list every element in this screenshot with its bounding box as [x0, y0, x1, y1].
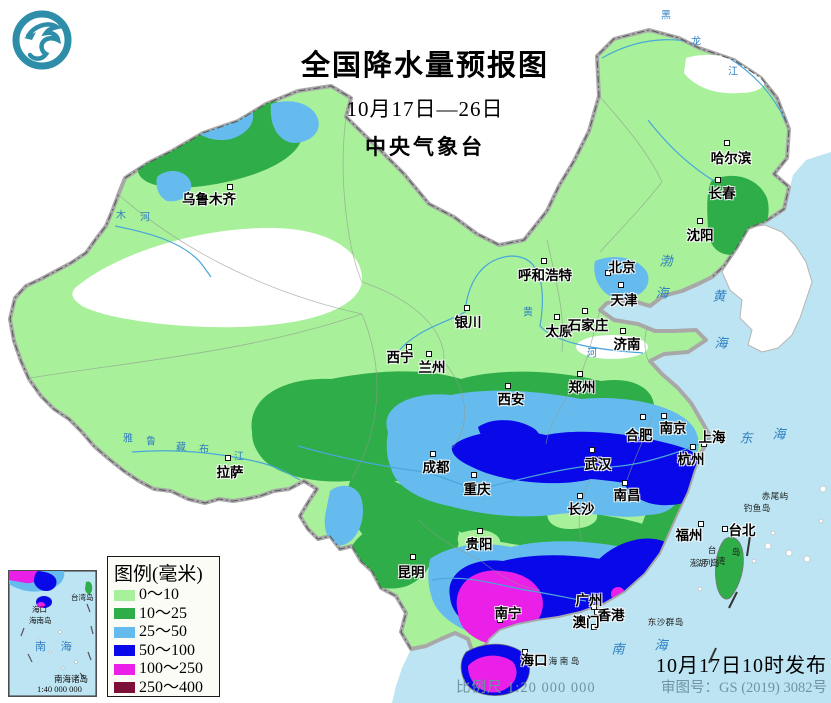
legend-label: 250～400 [139, 678, 204, 696]
release-time: 10月17日10时发布 [656, 655, 827, 677]
inset-taiwan-label: 台湾岛 [71, 593, 94, 602]
legend-label: 25～50 [139, 623, 188, 641]
legend-swatch [114, 626, 135, 638]
legend-item: 0～10 [114, 586, 219, 605]
dash-line-segments [708, 535, 751, 664]
inset-sea-label: 南 海 [35, 641, 78, 653]
taiwan-island-shape [715, 536, 744, 600]
inset-map-graphic [8, 570, 97, 697]
map-scale: 比例尺 1:20 000 000 [456, 680, 596, 696]
rivers [114, 39, 787, 602]
legend-item: 50～100 [114, 642, 219, 661]
legend-items: 0～10 10～25 25～50 50～100 100～250 250～400 [114, 586, 219, 697]
korea-landmass [721, 224, 813, 353]
inset-dash-line [20, 603, 94, 680]
inset-scale-label: 1:40 000 000 [37, 684, 82, 694]
precip-bands [29, 39, 787, 644]
cma-logo [10, 8, 74, 72]
legend-box: 图例(毫米) 0～10 10～25 25～50 50～100 100～250 250～40… [107, 556, 220, 697]
legend-label: 100～250 [139, 660, 204, 678]
province-borders [29, 95, 663, 591]
approval-number: 审图号：GS (2019) 3082号 [661, 680, 827, 696]
legend-label: 10～25 [139, 604, 188, 622]
inset-hainan-label: 海南岛 [29, 616, 52, 625]
inset-map-south-china-sea: 台湾岛 海口 海南岛 南 海 南海诸岛 1:40 000 000 [8, 570, 97, 697]
legend-swatch [114, 663, 135, 675]
legend-swatch [114, 682, 135, 694]
legend-swatch [114, 608, 135, 620]
inset-haikou-label: 海口 [32, 605, 47, 614]
legend-swatch [114, 645, 135, 657]
legend-swatch [114, 589, 135, 601]
legend-item: 250～400 [114, 679, 219, 698]
legend-item: 25～50 [114, 623, 219, 642]
legend-item: 10～25 [114, 605, 219, 624]
legend-title: 图例(毫米) [114, 564, 203, 585]
offshore-islands [648, 485, 827, 624]
cma-dragon-icon [12, 10, 72, 70]
national-border [9, 29, 790, 650]
legend-label: 50～100 [139, 641, 196, 659]
inset-islands-label: 南海诸岛 [54, 674, 89, 684]
hainan-heavy-rain [468, 655, 517, 693]
legend-label: 0～10 [139, 586, 180, 604]
legend-item: 100～250 [114, 660, 219, 679]
